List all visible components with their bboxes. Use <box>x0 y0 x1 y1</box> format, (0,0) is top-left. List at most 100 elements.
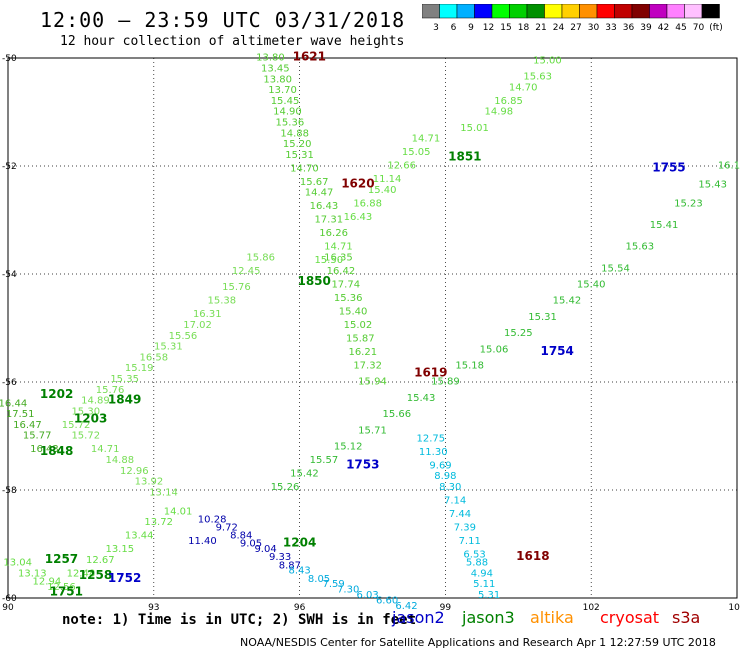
scale-label: 36 <box>623 23 635 33</box>
wave-height-point: 4.94 <box>471 568 493 579</box>
sat-label-s3a: s3a <box>672 608 701 627</box>
wave-height-point: 15.31 <box>154 342 183 353</box>
wave-height-point: 15.02 <box>344 320 373 331</box>
scale-label: 15 <box>500 23 511 33</box>
wave-height-point: 15.43 <box>698 180 727 191</box>
wave-height-point: 8.87 <box>279 560 301 571</box>
wave-height-point: 16.43 <box>344 212 373 223</box>
pass-label: 1753 <box>346 457 379 471</box>
wave-height-point: 12.66 <box>387 161 416 172</box>
wave-height-point: 14.71 <box>91 444 120 455</box>
scale-label: 30 <box>588 23 600 33</box>
pass-label: 1204 <box>283 536 316 550</box>
scale-label: 70 <box>693 23 705 33</box>
pass-label: 1849 <box>108 393 141 407</box>
wave-height-point: 16.43 <box>310 201 339 212</box>
footer-credit: NOAA/NESDIS Center for Satellite Applica… <box>240 636 716 649</box>
wave-height-point: 14.88 <box>105 455 134 466</box>
wave-height-point: 8.84 <box>230 531 252 542</box>
wave-height-point: 15.12 <box>334 442 363 453</box>
wave-height-point: 12.96 <box>120 466 149 477</box>
wave-height-point: 14.71 <box>412 134 441 145</box>
wave-height-point: 15.76 <box>222 282 251 293</box>
wave-height-point: 14.70 <box>509 82 538 93</box>
scale-label: 6 <box>451 23 457 33</box>
wave-height-point: 12.75 <box>416 433 445 444</box>
y-tick-label: -58 <box>2 486 17 496</box>
wave-height-point: 15.42 <box>553 296 582 307</box>
wave-height-point: 8.98 <box>434 471 456 482</box>
wave-height-point: 15.54 <box>601 263 630 274</box>
wave-height-point: 14.90 <box>273 107 302 118</box>
x-tick-label: 90 <box>2 603 14 613</box>
wave-height-point: 15.06 <box>480 344 509 355</box>
wave-height-point: 15.38 <box>208 296 237 307</box>
plot-frame <box>7 57 738 599</box>
wave-height-point: 15.05 <box>402 147 431 158</box>
wave-height-point: 15.50 <box>314 255 343 266</box>
wave-height-point: 15.76 <box>96 385 125 396</box>
wave-height-point: 14.71 <box>324 242 353 253</box>
y-tick-label: -54 <box>2 270 17 280</box>
pass-label: 1257 <box>45 552 78 566</box>
wave-height-point: 8.43 <box>288 566 310 577</box>
sat-label-jason3: jason3 <box>462 608 515 627</box>
x-tick-label: 93 <box>148 603 159 613</box>
sat-label-altika: altika <box>530 608 574 627</box>
wave-height-point: 15.18 <box>455 361 484 372</box>
wave-height-point: 15.35 <box>110 374 139 385</box>
wave-height-point: 15.56 <box>169 331 198 342</box>
scale-label: 42 <box>658 23 669 33</box>
wave-height-point: 15.72 <box>71 431 100 442</box>
wave-height-point: 15.94 <box>358 377 387 388</box>
y-tick-label: -52 <box>2 162 17 172</box>
wave-height-point: 15.71 <box>358 425 387 436</box>
wave-height-point: 13.80 <box>263 74 292 85</box>
pass-label: 1755 <box>652 160 685 174</box>
wave-height-point: 15.36 <box>334 293 363 304</box>
wave-height-point: 13.04 <box>3 558 32 569</box>
wave-height-point: 12.56 <box>47 582 76 593</box>
scale-label: 24 <box>553 23 565 33</box>
wave-height-point: 7.44 <box>449 509 471 520</box>
x-tick-label: 102 <box>583 603 600 613</box>
pass-label: 1848 <box>40 444 73 458</box>
wave-height-point: 8.05 <box>308 574 330 585</box>
scale-label: 3 <box>433 23 439 33</box>
wave-height-point: 15.26 <box>271 482 300 493</box>
y-tick-label: -50 <box>2 54 17 64</box>
wave-height-point: 7.59 <box>322 579 344 590</box>
scale-swatch <box>701 4 720 19</box>
scale-label: 33 <box>605 23 616 33</box>
wave-height-point: 15.01 <box>460 123 489 134</box>
scale-label: 9 <box>468 23 474 33</box>
wave-height-point: 9.04 <box>254 544 276 555</box>
wave-height-point: 15.66 <box>382 409 411 420</box>
wave-height-point: 16.21 <box>348 347 377 358</box>
wave-height-point: 5.31 <box>478 590 500 601</box>
wave-height-point: 9.05 <box>240 539 262 550</box>
x-tick-label: 105 <box>728 603 740 613</box>
wave-height-point: 16.13 <box>718 161 740 172</box>
wave-height-point: 15.31 <box>285 150 314 161</box>
wave-height-point: 13.70 <box>268 85 297 96</box>
wave-height-point: 17.51 <box>6 409 35 420</box>
wave-height-point: 13.80 <box>256 53 285 64</box>
wave-height-point: 15.63 <box>523 72 552 83</box>
scale-label: 18 <box>518 23 530 33</box>
wave-height-point: 15.72 <box>62 420 91 431</box>
wave-height-point: 16.35 <box>324 253 353 264</box>
wave-height-point: 16.58 <box>139 352 168 363</box>
wave-height-point: 10.28 <box>198 514 227 525</box>
wave-height-point: 16.42 <box>327 266 356 277</box>
wave-height-point: 15.77 <box>23 431 52 442</box>
wave-height-point: 6.03 <box>357 590 379 601</box>
wave-height-point: 13.72 <box>144 517 173 528</box>
wave-height-point: 9.69 <box>429 460 451 471</box>
pass-label: 1621 <box>293 50 326 64</box>
wave-height-point: 16.47 <box>13 420 42 431</box>
wave-height-point: 16.31 <box>193 309 222 320</box>
wave-height-point: 12.67 <box>86 555 115 566</box>
wave-height-point: 13.15 <box>105 544 134 555</box>
